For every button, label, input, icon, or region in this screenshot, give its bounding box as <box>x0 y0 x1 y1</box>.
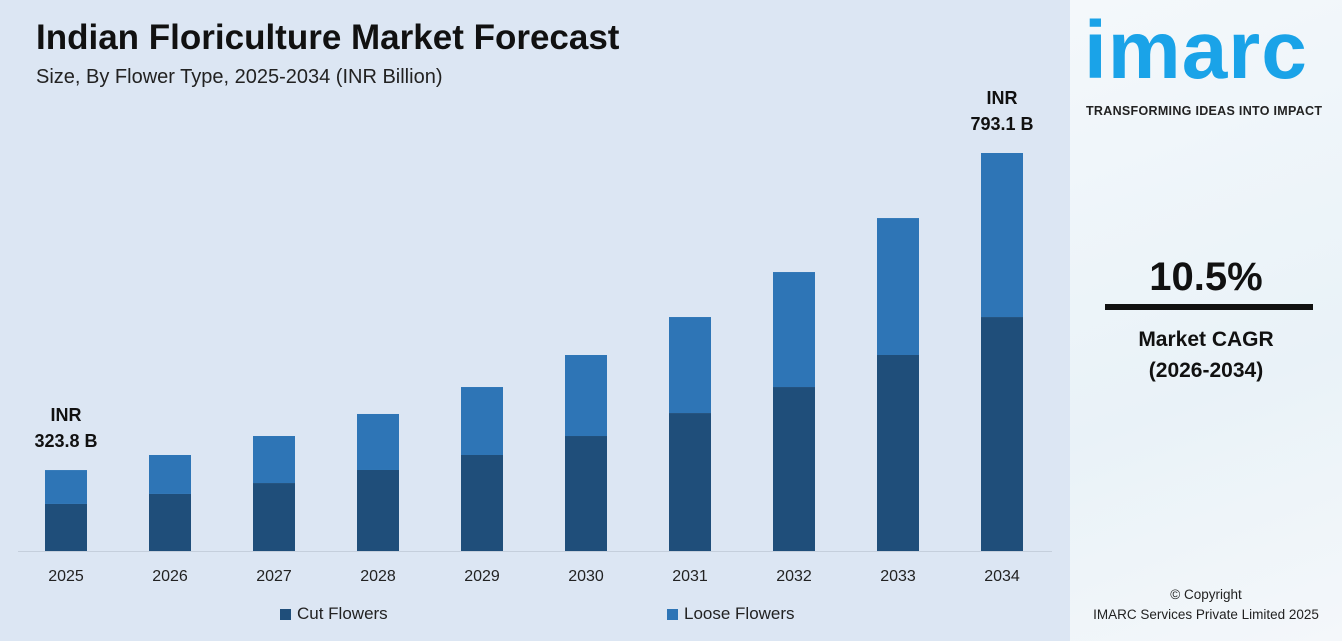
x-tick-label: 2030 <box>568 568 604 585</box>
bar-cut-flowers-2031 <box>669 413 711 551</box>
x-tick-label: 2025 <box>48 568 84 585</box>
x-tick-label: 2033 <box>880 568 916 585</box>
copyright: © Copyright IMARC Services Private Limite… <box>1070 585 1342 625</box>
bar-cut-flowers-2025 <box>45 503 87 551</box>
cagr-period: (2026-2034) <box>1148 359 1264 382</box>
tagline: TRANSFORMING IDEAS INTO IMPACT <box>1086 104 1323 118</box>
chart-panel: Indian Floriculture Market Forecast Size… <box>18 18 1052 624</box>
x-tick-label: 2026 <box>152 568 188 585</box>
legend-swatch <box>280 608 291 620</box>
legend-label: Loose Flowers <box>684 604 795 623</box>
bar-loose-flowers-2028 <box>357 413 399 470</box>
bar-cut-flowers-2029 <box>461 454 503 551</box>
data-label: INR <box>987 88 1018 108</box>
bar-loose-flowers-2029 <box>461 387 503 455</box>
cagr-value: 10.5% <box>1149 255 1263 299</box>
info-panel: imarc TRANSFORMING IDEAS INTO IMPACT 10.… <box>1070 0 1342 641</box>
x-tick-label: 2029 <box>464 568 500 585</box>
x-tick-label: 2032 <box>776 568 812 585</box>
imarc-logo: imarc <box>1084 5 1308 96</box>
copyright-line2: IMARC Services Private Limited 2025 <box>1093 607 1319 622</box>
cagr-label-line1: Market CAGR <box>1138 328 1274 351</box>
bar-loose-flowers-2033 <box>877 218 919 356</box>
legend-swatch <box>667 608 678 620</box>
bar-cut-flowers-2028 <box>357 469 399 551</box>
bar-loose-flowers-2026 <box>149 454 191 494</box>
bar-loose-flowers-2027 <box>253 436 295 484</box>
x-tick-label: 2028 <box>360 568 396 585</box>
legend-item-loose-flowers: Loose Flowers <box>667 604 795 624</box>
bar-loose-flowers-2031 <box>669 317 711 414</box>
legend-item-cut-flowers: Cut Flowers <box>280 604 388 624</box>
data-label: 323.8 B <box>34 431 97 451</box>
bar-cut-flowers-2033 <box>877 355 919 551</box>
x-tick-label: 2034 <box>984 568 1020 585</box>
data-label: 793.1 B <box>970 114 1033 134</box>
bar-cut-flowers-2027 <box>253 483 295 551</box>
cagr-label: Market CAGR (2026-2034) <box>1070 324 1342 386</box>
chart-title: Indian Floriculture Market Forecast <box>36 18 620 57</box>
bar-loose-flowers-2025 <box>45 470 87 504</box>
bar-cut-flowers-2032 <box>773 387 815 551</box>
chart-subtitle: Size, By Flower Type, 2025-2034 (INR Bil… <box>36 66 443 88</box>
data-label: INR <box>51 405 82 425</box>
legend-label: Cut Flowers <box>297 604 388 623</box>
bar-cut-flowers-2026 <box>149 493 191 551</box>
divider <box>1105 304 1313 310</box>
bar-cut-flowers-2030 <box>565 436 607 551</box>
x-tick-label: 2027 <box>256 568 292 585</box>
copyright-line1: © Copyright <box>1170 587 1242 602</box>
bar-loose-flowers-2032 <box>773 272 815 388</box>
bar-loose-flowers-2030 <box>565 355 607 437</box>
bar-cut-flowers-2034 <box>981 317 1023 551</box>
bar-chart: 2025 INR 323.8 B 2026 2027 2028 2029 2030 2031 20… <box>18 88 1052 585</box>
x-tick-label: 2031 <box>672 568 708 585</box>
bar-loose-flowers-2034 <box>981 153 1023 318</box>
